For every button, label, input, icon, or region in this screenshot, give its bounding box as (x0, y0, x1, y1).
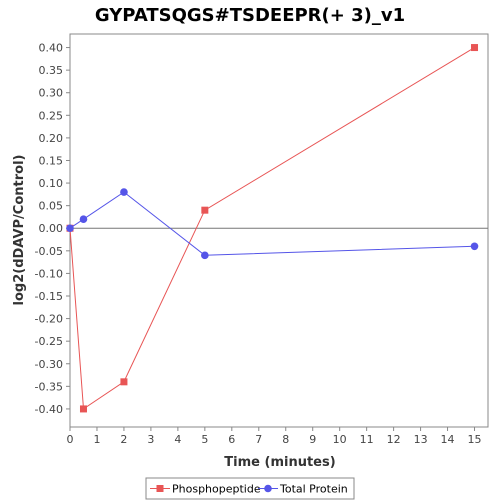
y-tick-label: -0.30 (35, 358, 63, 371)
x-tick-label: 13 (414, 433, 428, 446)
x-tick-label: 8 (282, 433, 289, 446)
data-point (201, 251, 209, 260)
x-tick-label: 7 (255, 433, 262, 446)
legend-label: Phosphopeptide (172, 483, 261, 496)
y-tick-label: 0.40 (39, 42, 64, 55)
x-tick-label: 10 (333, 433, 347, 446)
x-tick-label: 4 (174, 433, 181, 446)
y-tick-label: -0.15 (35, 290, 63, 303)
y-tick-label: 0.20 (39, 132, 64, 145)
data-point (79, 215, 88, 224)
y-tick-label: -0.05 (35, 245, 63, 258)
y-tick-label: 0.35 (39, 64, 64, 77)
x-tick-label: 0 (67, 433, 74, 446)
y-tick-label: -0.20 (35, 313, 63, 326)
data-point (79, 405, 87, 413)
y-tick-label: 0.15 (39, 154, 64, 167)
data-point (471, 44, 479, 52)
x-tick-label: 6 (228, 433, 235, 446)
y-tick-label: 0.25 (39, 109, 64, 122)
x-axis-label: Time (minutes) (224, 455, 335, 470)
y-tick-label: -0.35 (35, 380, 63, 393)
x-tick-label: 15 (468, 433, 482, 446)
legend-label: Total Protein (279, 483, 348, 496)
y-tick-label: -0.25 (35, 335, 63, 348)
y-tick-label: -0.40 (35, 403, 63, 416)
legend-box (145, 477, 355, 500)
y-tick-label: 0.10 (39, 177, 64, 190)
data-point (470, 242, 479, 251)
legend: Phosphopeptide Total Protein (145, 477, 355, 500)
x-tick-label: 1 (93, 433, 100, 446)
x-tick-label: 2 (120, 433, 127, 446)
x-tick-label: 3 (147, 433, 154, 446)
y-tick-label: -0.10 (35, 267, 63, 280)
x-tick-label: 9 (309, 433, 316, 446)
x-tick-label: 5 (201, 433, 208, 446)
x-tick-label: 12 (387, 433, 401, 446)
y-tick-label: 0.00 (39, 222, 64, 235)
y-tick-label: 0.05 (39, 200, 64, 213)
chart-title: GYPATSQGS#TSDEEPR(+ 3)_v1 (95, 5, 405, 26)
legend-marker (264, 484, 272, 493)
data-point (120, 378, 128, 386)
x-tick-label: 11 (360, 433, 374, 446)
data-point (120, 188, 128, 196)
data-point (66, 224, 74, 233)
y-axis-label: log2(dDAVP/Control) (12, 155, 27, 306)
x-tick-label: 14 (441, 433, 455, 446)
plot-frame (69, 33, 489, 428)
data-point (201, 206, 209, 214)
plot-area: -0.40 -0.35 -0.30 -0.25 -0.20 -0.15 -0.10 -0.05… (35, 33, 489, 446)
legend-marker (156, 485, 164, 492)
y-tick-label: 0.30 (39, 87, 64, 100)
